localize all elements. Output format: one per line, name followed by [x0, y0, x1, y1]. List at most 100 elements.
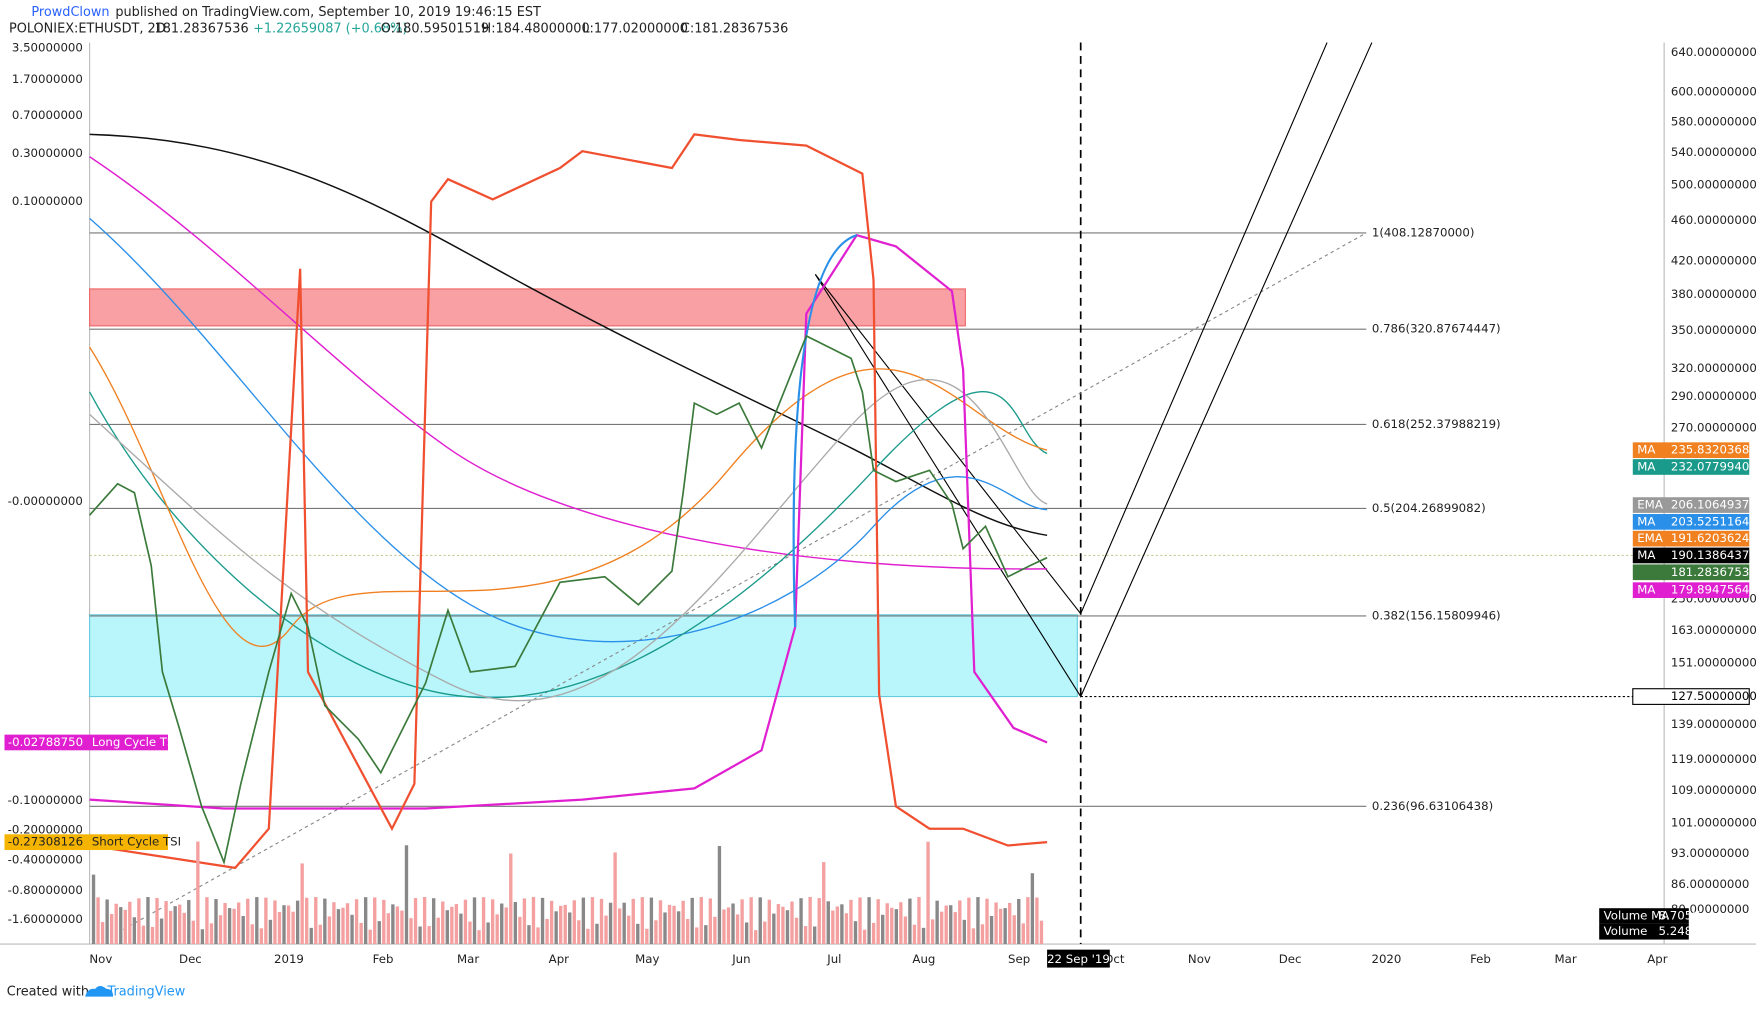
- volume-bar: [450, 906, 454, 945]
- price-axis-label: 640.00000000: [1671, 45, 1756, 59]
- volume-bar: [881, 914, 885, 945]
- badge-value: 127.50000000: [1671, 689, 1756, 703]
- time-axis-label: Dec: [1279, 952, 1302, 966]
- volume-bar: [481, 897, 486, 945]
- volume-bar: [976, 897, 980, 945]
- price-axis-label: 80.00000000: [1671, 902, 1750, 916]
- volume-bar: [200, 929, 205, 945]
- volume-bar: [119, 907, 123, 945]
- volume-bar: [214, 899, 218, 945]
- volume-bar: [794, 917, 799, 945]
- volume-bar: [400, 910, 404, 945]
- volume-bar: [332, 902, 336, 945]
- volume-bar: [790, 901, 794, 945]
- tsi-badge-value: -0.27308126: [8, 835, 83, 849]
- volume-bar: [196, 841, 200, 945]
- tsi-blue: [792, 234, 858, 628]
- fib-label: 0.786(320.87674447): [1372, 322, 1501, 336]
- volume-bar: [554, 911, 558, 945]
- volume-bar: [749, 897, 753, 945]
- volume-bar: [994, 902, 998, 945]
- volume-bar: [182, 912, 186, 945]
- resistance-zone: [89, 288, 966, 327]
- volume-bar: [105, 899, 109, 945]
- ema-gray: [89, 378, 1048, 702]
- badge-value: 179.89475648: [1671, 583, 1756, 597]
- volume-bar: [899, 902, 903, 945]
- tsi-axis-label: -0.00000000: [8, 494, 83, 508]
- tsi-badge: [4, 834, 169, 850]
- trend-dashed: [122, 232, 1367, 930]
- volume-bar: [885, 903, 889, 945]
- volume-bar: [109, 914, 114, 945]
- header-symbol: POLONIEX:ETHUSDT, 2D: [9, 22, 166, 37]
- badge-tag: EMA: [1637, 531, 1663, 545]
- volume-bar: [971, 928, 976, 945]
- time-axis-label: Mar: [1555, 952, 1577, 966]
- volume-bar: [454, 904, 459, 945]
- time-axis-label: May: [635, 952, 659, 966]
- volume-bar: [350, 914, 354, 945]
- time-badge: [1047, 949, 1110, 968]
- header-low: L:177.02000000: [582, 22, 688, 37]
- volume-bar: [840, 904, 844, 945]
- volume-bar: [658, 900, 663, 945]
- price-axis-label: 540.00000000: [1671, 145, 1756, 159]
- volume-bar: [772, 913, 776, 945]
- volume-bar: [486, 922, 490, 945]
- badge-tag: Volume: [1604, 924, 1648, 938]
- volume-bar: [998, 908, 1003, 945]
- volume-bar: [1008, 902, 1012, 945]
- volume-bar: [168, 910, 173, 945]
- volume-bar: [559, 905, 563, 945]
- badge-tag: EMA: [1637, 498, 1663, 512]
- volume-bar: [645, 928, 649, 945]
- volume-bar: [1012, 915, 1016, 945]
- volume-bar: [300, 863, 304, 945]
- volume-bar: [858, 897, 862, 945]
- volume-bar: [953, 912, 957, 945]
- volume-bar: [949, 905, 953, 945]
- price-axis-label: 109.00000000: [1671, 783, 1756, 797]
- header-close: C:181.28367536: [681, 22, 788, 37]
- volume-bar: [1021, 923, 1025, 945]
- volume-bar: [731, 903, 735, 945]
- volume-bar: [849, 899, 853, 945]
- projection: [814, 42, 1373, 698]
- volume-bar: [1035, 897, 1039, 945]
- indicator-badge: [1632, 688, 1750, 705]
- volume-bar: [391, 904, 395, 945]
- volume-bar: [980, 924, 985, 945]
- price-axis-label: 460.00000000: [1671, 213, 1756, 227]
- volume-bar: [740, 899, 744, 945]
- tv-logo: [85, 986, 114, 997]
- volume-bar: [708, 898, 713, 945]
- price-axis-label: 350.00000000: [1671, 323, 1756, 337]
- volume-bar: [785, 910, 790, 945]
- volume-bar: [445, 910, 449, 945]
- time-axis-label: Jun: [731, 952, 750, 966]
- volume-bar: [608, 902, 613, 945]
- volume-bar: [173, 906, 177, 945]
- time-axis-label: 2020: [1371, 952, 1401, 966]
- volume-bar: [123, 909, 127, 945]
- volume-bar: [921, 927, 926, 945]
- indicator-badge: [1632, 564, 1750, 581]
- volume-bar: [540, 897, 545, 945]
- volume-bar: [436, 917, 440, 945]
- volume-bar: [418, 926, 422, 945]
- volume-bar: [667, 904, 672, 945]
- volume-bar: [617, 908, 622, 945]
- volume-bar: [509, 853, 513, 945]
- volume-bar: [382, 899, 386, 945]
- header-high: H:184.48000000: [482, 22, 590, 37]
- price-axis-label: 320.00000000: [1671, 361, 1756, 375]
- volume-bar: [890, 907, 894, 945]
- volume-bar: [958, 900, 962, 945]
- indicator-badge: [1632, 497, 1750, 513]
- volume-bar: [568, 912, 572, 945]
- tsi-axis-label: 0.10000000: [12, 194, 83, 208]
- volume-bar: [96, 897, 100, 945]
- volume-bar: [754, 930, 758, 945]
- tsi-axis-label: -0.10000000: [8, 793, 83, 807]
